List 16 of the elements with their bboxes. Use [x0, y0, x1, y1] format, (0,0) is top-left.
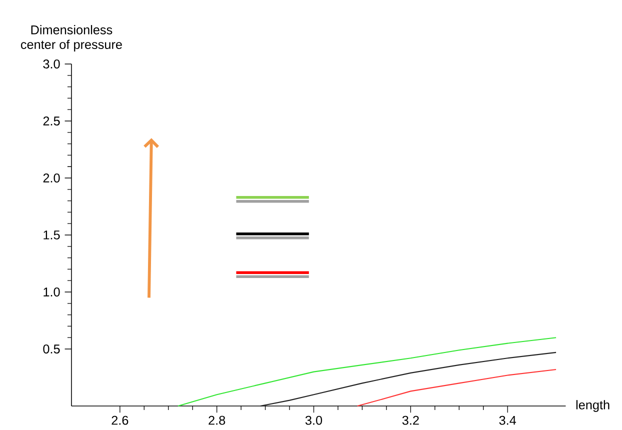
y-tick-label: 2.0	[43, 174, 60, 182]
x-axis-title: length	[576, 400, 610, 412]
line-series	[356, 368, 557, 407]
y-tick-label: 3.0	[43, 60, 60, 68]
y-tick-label: 2.5	[43, 116, 60, 126]
x-tick-label: 3.0	[305, 416, 322, 425]
x-tick-label: 3.4	[499, 416, 516, 425]
line-series	[178, 337, 557, 407]
x-tick-label: 3.2	[402, 416, 419, 425]
y-axis-title: Dimensionless center of pressure	[20, 25, 122, 52]
x-tick-label: 2.6	[112, 416, 128, 425]
line-series	[260, 352, 557, 407]
x-tick-label: 2.8	[208, 416, 226, 425]
y-tick-label: 1.0	[44, 288, 60, 296]
y-tick-label: 1.5	[44, 230, 60, 240]
y-tick-label: 0.5	[43, 344, 60, 354]
